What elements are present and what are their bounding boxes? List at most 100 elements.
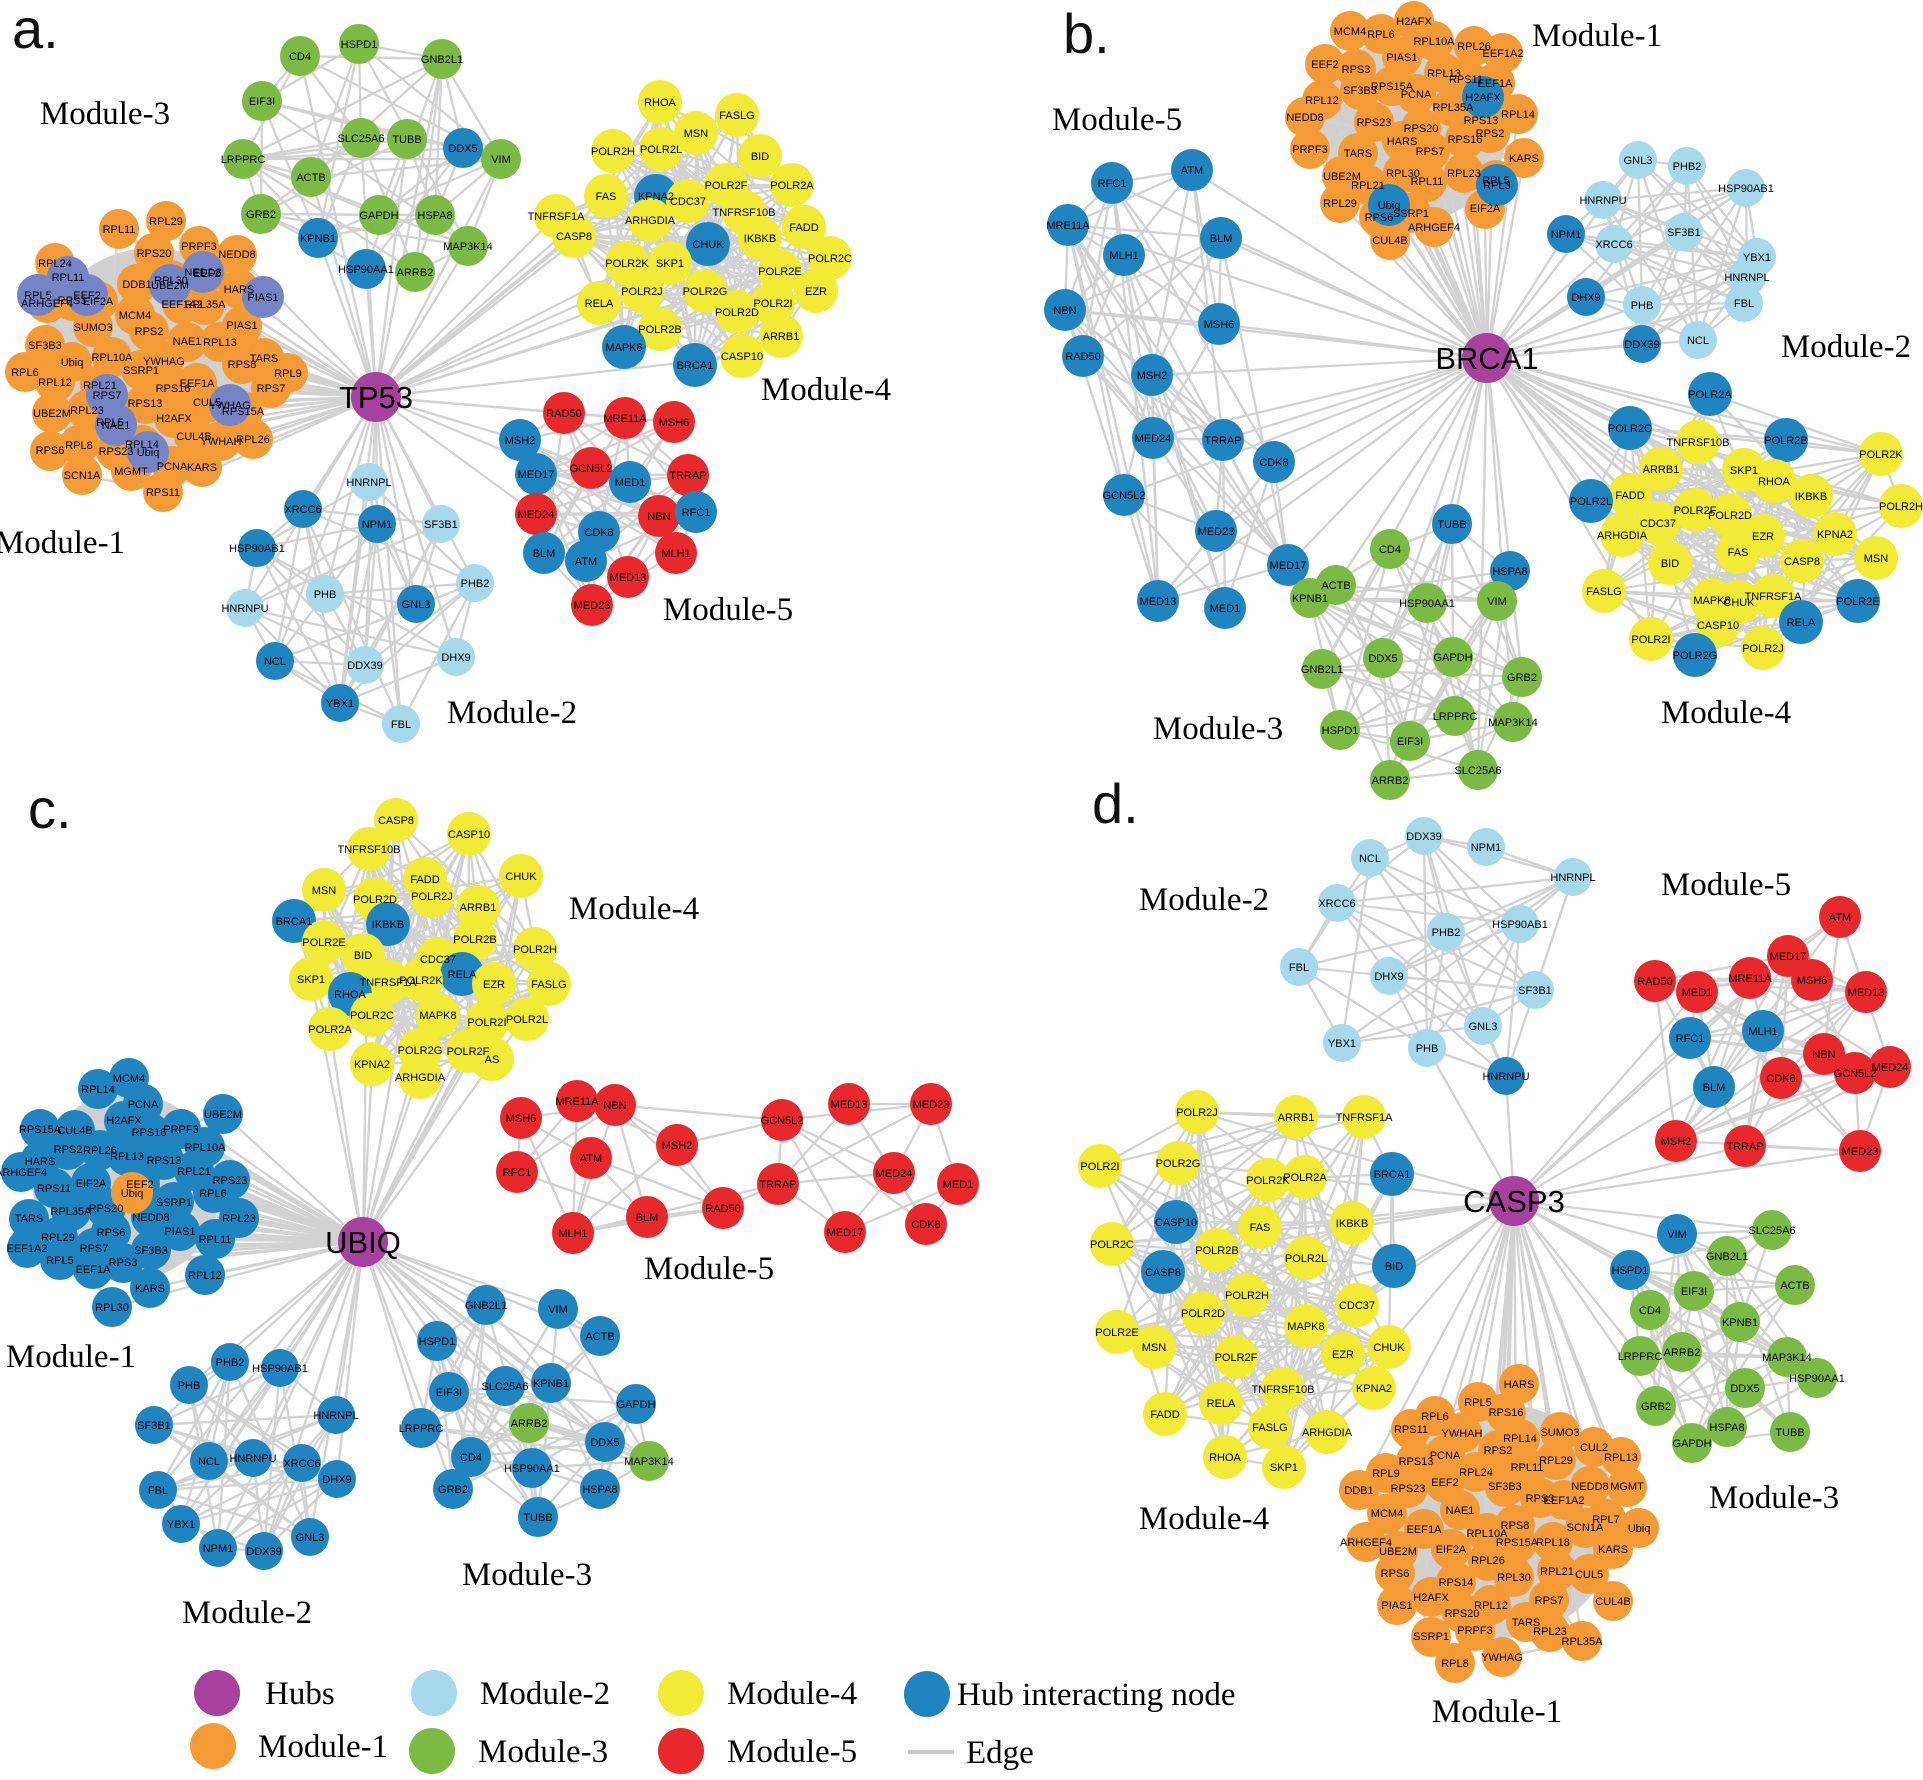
svg-text:EIF2A: EIF2A — [76, 1178, 107, 1190]
svg-text:RPS3: RPS3 — [109, 1257, 138, 1269]
svg-text:POLR2A: POLR2A — [1283, 1172, 1327, 1184]
svg-text:PHB: PHB — [1631, 300, 1654, 312]
svg-text:NEDD8: NEDD8 — [218, 249, 255, 261]
svg-text:LRPPRC: LRPPRC — [221, 154, 266, 166]
svg-text:POLR2J: POLR2J — [1176, 1107, 1218, 1119]
svg-text:ATM: ATM — [1181, 165, 1203, 177]
svg-text:SF3B1: SF3B1 — [1518, 985, 1552, 997]
svg-text:EIF2A: EIF2A — [1436, 1544, 1467, 1556]
svg-text:UBE2M: UBE2M — [151, 280, 189, 292]
svg-text:SLC25A6: SLC25A6 — [1748, 1225, 1795, 1237]
svg-text:RPS20: RPS20 — [89, 1203, 124, 1215]
svg-text:RPS7: RPS7 — [93, 390, 122, 402]
svg-text:PRPF3: PRPF3 — [163, 1124, 198, 1136]
svg-text:RPS23: RPS23 — [99, 446, 134, 458]
svg-text:YWHAH: YWHAH — [1442, 1428, 1483, 1440]
svg-text:ARHGEF4: ARHGEF4 — [1408, 222, 1460, 234]
svg-text:TRRAP: TRRAP — [1726, 1141, 1763, 1153]
svg-text:CASP10: CASP10 — [721, 351, 763, 363]
svg-text:POLR2A: POLR2A — [308, 1024, 352, 1036]
svg-text:Module-3: Module-3 — [1153, 711, 1283, 747]
svg-text:POLR2L: POLR2L — [506, 1014, 548, 1026]
svg-text:RPL7: RPL7 — [1592, 1514, 1620, 1526]
svg-text:MLH1: MLH1 — [1748, 1026, 1777, 1038]
svg-text:HARS: HARS — [25, 1156, 56, 1168]
svg-text:POLR2E: POLR2E — [1836, 596, 1879, 608]
svg-text:KPNB1: KPNB1 — [1722, 1317, 1758, 1329]
svg-text:FADD: FADD — [789, 222, 818, 234]
svg-text:RPL12: RPL12 — [1474, 1600, 1508, 1612]
svg-text:RPS20: RPS20 — [1404, 123, 1439, 135]
svg-text:MAP3K14: MAP3K14 — [1762, 1352, 1812, 1364]
svg-text:RPS7: RPS7 — [1416, 146, 1445, 158]
svg-text:RPL6: RPL6 — [199, 1188, 227, 1200]
svg-text:POLR2J: POLR2J — [411, 891, 453, 903]
svg-text:H2AFX: H2AFX — [1413, 1592, 1449, 1604]
svg-text:RPS6: RPS6 — [1381, 1568, 1410, 1580]
svg-text:RPL21: RPL21 — [1540, 1566, 1574, 1578]
svg-text:RPS20: RPS20 — [1445, 1608, 1480, 1620]
svg-text:POLR2F: POLR2F — [705, 180, 748, 192]
svg-text:KPNB1: KPNB1 — [300, 233, 336, 245]
svg-text:RPS13: RPS13 — [147, 1155, 182, 1167]
svg-text:GNL3: GNL3 — [402, 599, 431, 611]
svg-text:POLR2C: POLR2C — [808, 253, 852, 265]
svg-text:EZR: EZR — [1752, 531, 1774, 543]
svg-text:RPS11: RPS11 — [1394, 1424, 1428, 1436]
svg-text:DHX9: DHX9 — [322, 1474, 351, 1486]
svg-text:POLR2E: POLR2E — [1095, 1327, 1138, 1339]
svg-text:HARS: HARS — [224, 284, 255, 296]
svg-text:SLC25A6: SLC25A6 — [337, 133, 384, 145]
svg-text:FASLG: FASLG — [531, 979, 566, 991]
svg-text:DHX9: DHX9 — [1571, 292, 1600, 304]
svg-text:POLR2B: POLR2B — [1764, 435, 1807, 447]
svg-text:PHB: PHB — [178, 1380, 201, 1392]
svg-text:CASP10: CASP10 — [1697, 620, 1739, 632]
svg-text:MSH2: MSH2 — [1137, 370, 1168, 382]
svg-text:RPS2: RPS2 — [135, 326, 164, 338]
svg-text:GNL3: GNL3 — [1624, 155, 1653, 167]
svg-text:POLR2F: POLR2F — [1215, 1352, 1258, 1364]
svg-text:ARRB1: ARRB1 — [763, 331, 800, 343]
svg-text:HNRNPL: HNRNPL — [346, 477, 391, 489]
svg-text:RPS2: RPS2 — [1484, 1445, 1513, 1457]
svg-text:CUL4B: CUL4B — [1372, 235, 1407, 247]
svg-text:MAPK8: MAPK8 — [1693, 595, 1730, 607]
svg-text:VIM: VIM — [1667, 1229, 1687, 1241]
svg-text:MSN: MSN — [1142, 1342, 1167, 1354]
svg-text:RPL26: RPL26 — [83, 1145, 117, 1157]
svg-text:PRPF3: PRPF3 — [1457, 1625, 1492, 1637]
svg-text:YBX1: YBX1 — [167, 1519, 195, 1531]
svg-text:XRCC6: XRCC6 — [1318, 898, 1355, 910]
svg-text:Ubiq: Ubiq — [1628, 1523, 1651, 1535]
svg-text:POLR2A: POLR2A — [770, 180, 814, 192]
svg-text:RPL6: RPL6 — [1421, 1411, 1449, 1423]
svg-text:BRCA1: BRCA1 — [677, 360, 714, 372]
svg-text:POLR2B: POLR2B — [1195, 1245, 1238, 1257]
svg-text:Module-5: Module-5 — [663, 592, 793, 628]
svg-text:DHX9: DHX9 — [441, 652, 470, 664]
svg-text:NCL: NCL — [1359, 853, 1381, 865]
svg-text:NAE1: NAE1 — [173, 336, 202, 348]
svg-text:EIF3I: EIF3I — [436, 1387, 462, 1399]
svg-text:TUBB: TUBB — [392, 134, 421, 146]
svg-text:RPL23: RPL23 — [1447, 168, 1481, 180]
svg-text:PCNA: PCNA — [1401, 89, 1432, 101]
svg-text:RPL10A: RPL10A — [1414, 36, 1456, 48]
svg-text:RPS6: RPS6 — [97, 1227, 126, 1239]
svg-text:ARRB1: ARRB1 — [460, 902, 497, 914]
svg-text:UBE2M: UBE2M — [1379, 1546, 1417, 1558]
svg-text:SCN1A: SCN1A — [64, 470, 101, 482]
svg-text:MSN: MSN — [312, 885, 337, 897]
svg-text:ATM: ATM — [575, 556, 597, 568]
svg-text:VIM: VIM — [1487, 596, 1507, 608]
svg-text:ARRB2: ARRB2 — [1372, 775, 1409, 787]
svg-text:UBE2M: UBE2M — [204, 1109, 242, 1121]
svg-text:MED17: MED17 — [1770, 951, 1807, 963]
svg-text:d.: d. — [1092, 772, 1139, 835]
svg-text:MED23: MED23 — [1842, 1146, 1879, 1158]
svg-text:RPL14: RPL14 — [1503, 1433, 1537, 1445]
svg-text:RAD50: RAD50 — [705, 1203, 740, 1215]
svg-text:TARS: TARS — [1344, 148, 1373, 160]
svg-text:UBE2M: UBE2M — [33, 408, 71, 420]
